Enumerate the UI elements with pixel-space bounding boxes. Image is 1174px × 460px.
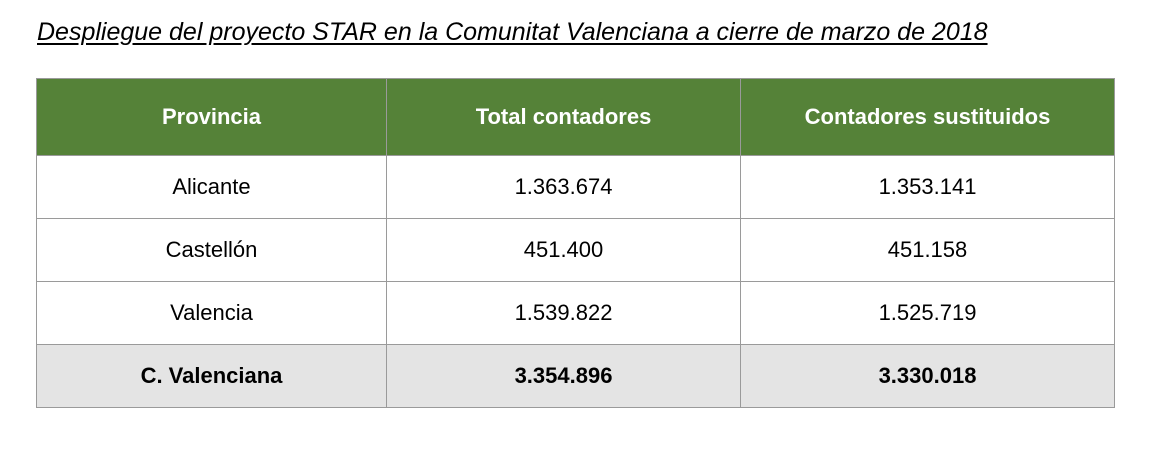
total-cell-total-meters: 3.354.896 [386,344,741,408]
table-cell-province: Valencia [36,281,387,345]
table-row: Alicante 1.363.674 1.353.141 [36,155,1115,219]
table-cell-replaced-meters: 1.525.719 [740,281,1115,345]
table-cell-replaced-meters: 1.353.141 [740,155,1115,219]
table-cell-total-meters: 1.539.822 [386,281,741,345]
table-total-row: C. Valenciana 3.354.896 3.330.018 [36,344,1115,408]
table-row: Castellón 451.400 451.158 [36,218,1115,282]
column-header-province: Provincia [36,78,387,156]
table-cell-replaced-meters: 451.158 [740,218,1115,282]
meter-deployment-table: Provincia Total contadores Contadores su… [36,78,1115,408]
total-cell-region: C. Valenciana [36,344,387,408]
table-cell-province: Alicante [36,155,387,219]
page-title: Despliegue del proyecto STAR en la Comun… [37,18,988,46]
table-cell-total-meters: 1.363.674 [386,155,741,219]
table-header-row: Provincia Total contadores Contadores su… [36,78,1115,156]
table-cell-total-meters: 451.400 [386,218,741,282]
table-row: Valencia 1.539.822 1.525.719 [36,281,1115,345]
column-header-replaced-meters: Contadores sustituidos [740,78,1115,156]
total-cell-replaced-meters: 3.330.018 [740,344,1115,408]
table-cell-province: Castellón [36,218,387,282]
column-header-total-meters: Total contadores [386,78,741,156]
